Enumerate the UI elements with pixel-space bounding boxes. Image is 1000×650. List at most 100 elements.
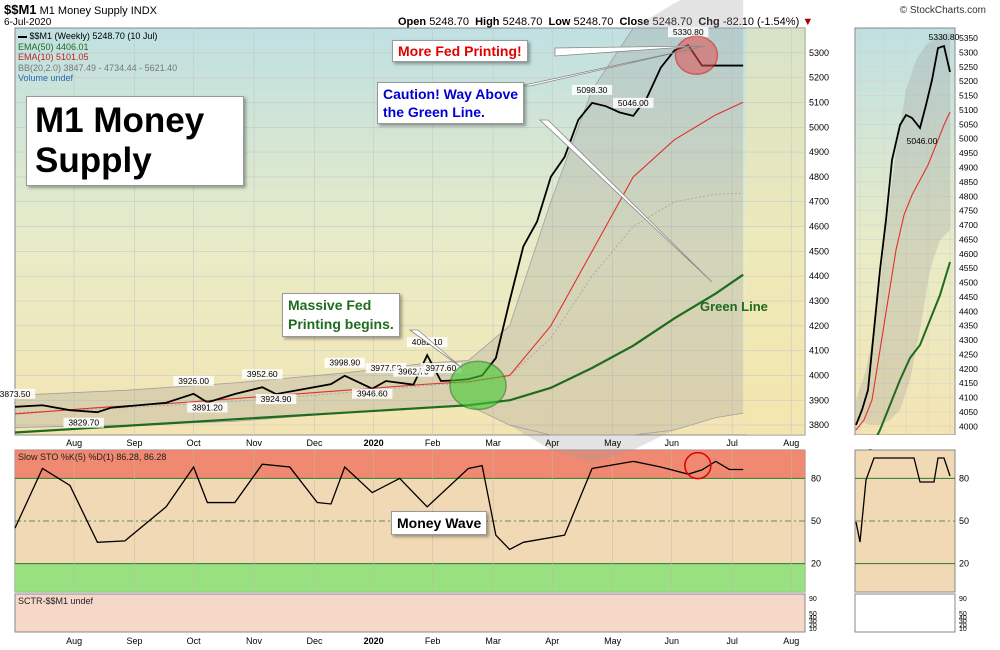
sctr-y-tick: 20 [809, 622, 817, 629]
side-y-tick: 4350 [959, 321, 978, 331]
sctr-y-tick: 40 [809, 615, 817, 622]
side-y-tick: 4400 [959, 306, 978, 316]
side-y-tick: 5300 [959, 47, 978, 57]
price-label-bg [255, 394, 297, 405]
x-tick-label-top: Sep [127, 438, 143, 448]
side-sctr-tick: 30 [959, 619, 967, 626]
side-sctr-bg [854, 593, 956, 633]
side-y-tick: 4500 [959, 278, 978, 288]
legend-ema10-label: EMA(10) 5101.05 [18, 52, 89, 62]
chart-date: 6-Jul-2020 [4, 17, 52, 28]
x-tick-label-bottom: Jul [726, 636, 738, 646]
side-sctr-tick: 50 [959, 611, 967, 618]
side-y-tick: 4600 [959, 249, 978, 259]
side-y-tick: 5350 [959, 33, 978, 43]
price-label: 5098.30 [577, 85, 608, 95]
price-label: 3977.50 [371, 363, 402, 373]
x-tick-label-top: Aug [783, 438, 799, 448]
legend-ema50: EMA(50) 4406.01 [18, 42, 177, 53]
side-y-tick: 4750 [959, 206, 978, 216]
x-tick-label-bottom: Apr [545, 636, 559, 646]
side-price-line [855, 44, 951, 426]
side-y-tick: 4650 [959, 234, 978, 244]
sto-y-tick: 80 [811, 473, 821, 483]
x-tick-label-top: Jul [726, 438, 738, 448]
green-line-label: Green Line [700, 299, 768, 314]
sctr-title: SCTR-$$M1 undef [18, 596, 93, 606]
caution-line1: Caution! Way Above [383, 86, 519, 102]
price-label: 3952.60 [247, 369, 278, 379]
price-y-tick: 3800 [809, 420, 829, 430]
legend-price-label: $$M1 (Weekly) 5248.70 (10 Jul) [29, 31, 158, 41]
title-callout: M1 Money Supply [26, 96, 244, 186]
legend-ema10: EMA(10) 5101.05 [18, 52, 177, 63]
price-label: 3924.90 [261, 394, 292, 404]
side-label-low: 5046.00 [907, 136, 938, 146]
side-sctr-tick: 20 [959, 622, 967, 629]
x-tick-label-bottom: Sep [127, 636, 143, 646]
caution-pointer-top [519, 45, 706, 87]
price-y-tick: 4100 [809, 346, 829, 356]
caution-callout: Caution! Way Above the Green Line. [377, 82, 525, 124]
side-y-tick: 4800 [959, 191, 978, 201]
x-tick-label-bottom: 2020 [364, 636, 384, 646]
side-y-tick: 5150 [959, 91, 978, 101]
price-y-tick: 4500 [809, 246, 829, 256]
price-label-bg [668, 27, 709, 38]
high-label: High [475, 16, 500, 28]
side-clip [855, 435, 956, 449]
price-y-tick: 4400 [809, 271, 829, 281]
side-y-tick: 5100 [959, 105, 978, 115]
x-tick-label-top: Feb [425, 438, 441, 448]
side-y-tick: 4000 [959, 421, 978, 431]
title-line2: Supply [35, 141, 152, 180]
side-y-tick: 4950 [959, 148, 978, 158]
x-tick-label-bottom: Dec [307, 636, 324, 646]
sto-overbought-zone [15, 450, 805, 479]
side-label-high: 5330.80 [929, 32, 960, 42]
open-value: 5248.70 [429, 16, 469, 28]
x-tick-label-top: Mar [485, 438, 501, 448]
x-tick-label-bottom: Aug [66, 636, 82, 646]
side-y-tick: 4850 [959, 177, 978, 187]
price-y-tick: 5300 [809, 48, 829, 58]
price-label: 3962.70 [398, 367, 429, 377]
legend-bb-label: BB(20,2.0) 3847.49 - 4734.44 - 5621.40 [18, 62, 178, 73]
side-y-tick: 4250 [959, 349, 978, 359]
caution-line2: the Green Line. [383, 104, 485, 120]
x-tick-label-bottom: Feb [425, 636, 441, 646]
x-tick-label-top: Nov [246, 438, 263, 448]
x-tick-label-bottom: Nov [246, 636, 263, 646]
price-y-tick: 4900 [809, 147, 829, 157]
price-label-bg [0, 388, 36, 399]
chg-value: -82.10 (-1.54%) [722, 16, 800, 28]
sto-title: Slow STO %K(5) %D(1) 86.28, 86.28 [18, 452, 166, 462]
bb-lower-line [14, 404, 744, 436]
exchange: INDX [130, 5, 157, 17]
side-y-tick: 5200 [959, 76, 978, 86]
chg-label: Chg [698, 16, 720, 28]
credit: © StockCharts.com [899, 5, 986, 16]
x-tick-label-bottom: Aug [783, 636, 799, 646]
low-label: Low [548, 16, 571, 28]
side-y-tick: 5250 [959, 62, 978, 72]
price-y-tick: 5200 [809, 73, 829, 83]
side-y-tick: 4450 [959, 292, 978, 302]
massive-line2: Printing begins. [288, 316, 394, 332]
side-y-tick: 4100 [959, 393, 978, 403]
x-tick-label-top: Oct [187, 438, 202, 448]
sctr-y-tick: 50 [809, 611, 817, 618]
price-label: 5330.80 [673, 27, 704, 37]
side-y-tick: 4150 [959, 378, 978, 388]
sto-highlight-circle [684, 451, 712, 480]
future-shade [745, 28, 805, 435]
open-label: Open [398, 16, 427, 28]
price-label: 3873.50 [0, 389, 31, 399]
sctr-y-tick: 90 [809, 596, 817, 603]
price-y-tick: 4600 [809, 222, 829, 232]
price-label-bg [187, 402, 228, 413]
side-y-tick: 5050 [959, 119, 978, 129]
x-tick-label-bottom: Mar [485, 636, 501, 646]
price-label: 3946.60 [357, 389, 388, 399]
massive-printing-callout: Massive Fed Printing begins. [282, 293, 400, 337]
